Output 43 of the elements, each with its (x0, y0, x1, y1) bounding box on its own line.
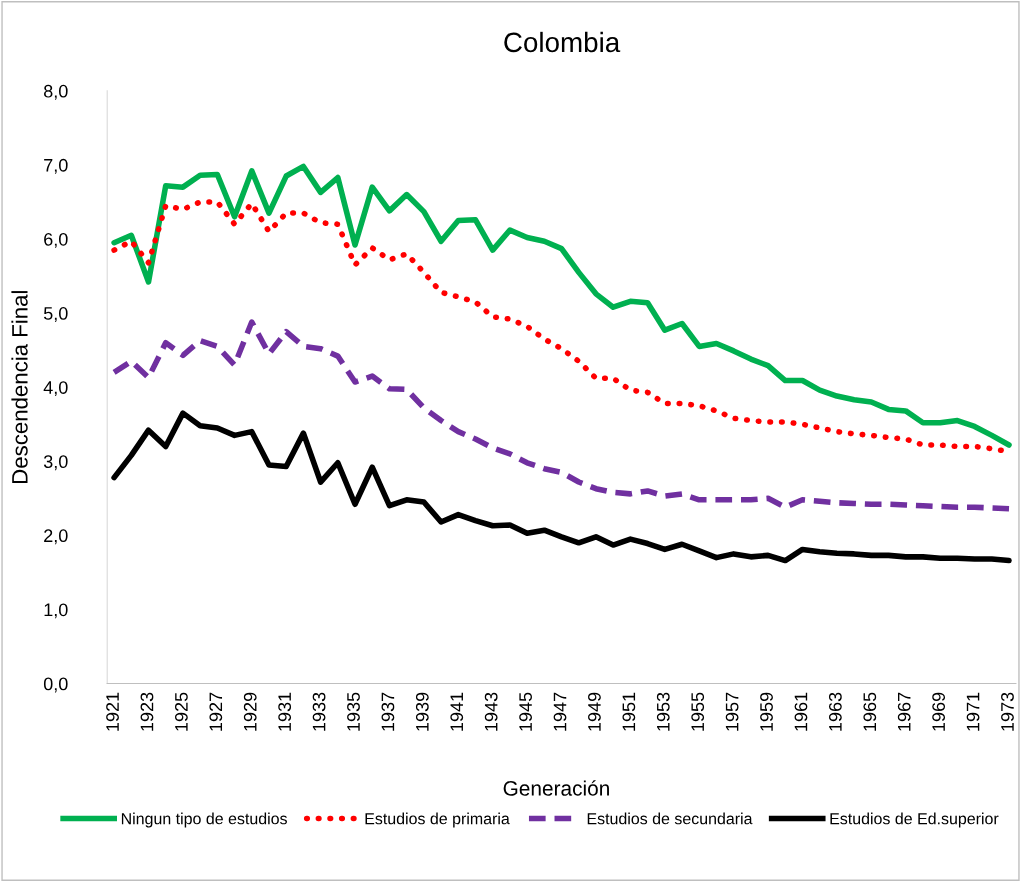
chart-title: Colombia (504, 31, 621, 53)
x-tick-label: 1967 (897, 692, 911, 731)
x-tick-label: 1941 (450, 692, 464, 731)
x-tick-label: 1925 (174, 692, 188, 731)
x-tick-label: 1969 (932, 692, 946, 731)
x-tick-label: 1965 (863, 692, 877, 731)
x-tick-label: 1929 (243, 692, 257, 731)
y-tick-label: 3,0 (43, 455, 68, 471)
x-tick-label: 1959 (760, 692, 773, 731)
x-tick-label: 1943 (484, 692, 498, 731)
x-tick-label: 1957 (725, 692, 739, 731)
x-tick-label: 1947 (553, 692, 567, 731)
x-tick-label: 1973 (1001, 692, 1014, 731)
x-tick-label: 1953 (656, 692, 670, 731)
x-tick-label: 1927 (209, 692, 223, 731)
x-tick-label: 1937 (381, 692, 395, 731)
legend-label: Estudios de Ed.superior (830, 812, 999, 828)
y-tick-label: 0,0 (43, 677, 68, 693)
x-tick-label: 1945 (519, 692, 532, 731)
y-tick-label: 8,0 (44, 84, 68, 100)
x-tick-label: 1939 (415, 692, 429, 731)
legend-label: Ningun tipo de estudios (121, 812, 287, 828)
x-tick-label: 1935 (347, 692, 360, 731)
y-tick-label: 7,0 (44, 158, 68, 174)
x-axis-title: Generación (503, 780, 609, 796)
x-tick-label: 1951 (622, 692, 636, 731)
x-tick-label: 1971 (966, 692, 980, 731)
y-tick-label: 1,0 (44, 603, 68, 619)
x-tick-label: 1933 (312, 692, 326, 731)
y-tick-label: 6,0 (44, 232, 68, 248)
x-tick-label: 1955 (691, 692, 705, 731)
x-tick-label: 1949 (588, 692, 601, 731)
legend-label: Estudios de primaria (365, 812, 510, 828)
y-axis-title: Descendencia Final (11, 291, 28, 483)
legend-label: Estudios de secundaria (587, 812, 753, 825)
x-tick-label: 1923 (140, 692, 154, 731)
y-tick-label: 5,0 (43, 307, 68, 322)
x-tick-label: 1931 (278, 692, 292, 731)
y-tick-label: 2,0 (44, 529, 68, 545)
x-tick-label: 1963 (828, 692, 842, 731)
x-tick-label: 1961 (794, 692, 808, 731)
x-tick-label: 1921 (106, 692, 119, 731)
y-tick-label: 4,0 (43, 381, 68, 397)
